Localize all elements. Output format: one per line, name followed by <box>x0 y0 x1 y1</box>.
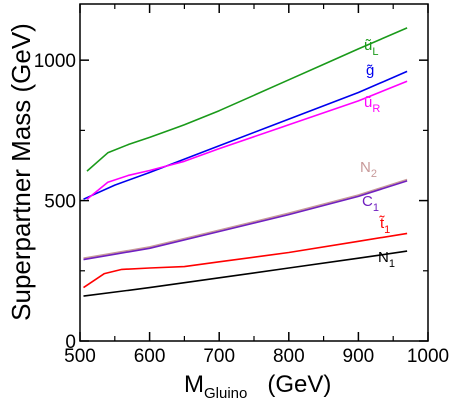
series-label: ũR <box>364 94 380 115</box>
x-tick-label: 1000 <box>407 346 449 367</box>
series-label: C1 <box>362 193 379 214</box>
series-line <box>86 80 408 200</box>
series-line <box>83 178 408 259</box>
y-tick-label: 1000 <box>34 51 76 72</box>
series-label: N2 <box>360 159 377 180</box>
x-tick-label: 600 <box>134 346 166 367</box>
x-axis-label-unit: (GeV) <box>267 371 331 398</box>
x-tick-label: 500 <box>64 346 96 367</box>
y-tick-label: 500 <box>44 192 76 213</box>
series-label: g̃ <box>366 62 374 79</box>
series-line <box>83 70 408 200</box>
series-label: ũL <box>364 37 378 58</box>
y-tick-label: 0 <box>65 332 76 353</box>
y-axis-ticks: 0 500 1000 <box>34 51 428 353</box>
x-tick-label: 800 <box>273 346 305 367</box>
x-axis-label: MGluino (GeV) <box>184 371 331 400</box>
series-lines <box>83 27 408 297</box>
series-line <box>83 232 408 289</box>
series-label: t̃1 <box>378 215 390 236</box>
series-label: N1 <box>378 249 395 270</box>
series-line <box>83 250 408 297</box>
series-labels: ũL g̃ ũR N2 C1t̃1 N1 <box>360 37 395 270</box>
x-tick-label: 700 <box>203 346 235 367</box>
y-axis-label: Superpartner Mass (GeV) <box>6 23 36 321</box>
series-line <box>86 27 408 172</box>
x-axis-ticks: 500 600 700 800 900 1000 <box>64 4 449 367</box>
x-tick-label: 900 <box>343 346 375 367</box>
x-axis-label-sub: Gluino <box>204 385 247 400</box>
x-axis-label-main: M <box>184 371 204 398</box>
series-line <box>83 180 408 261</box>
